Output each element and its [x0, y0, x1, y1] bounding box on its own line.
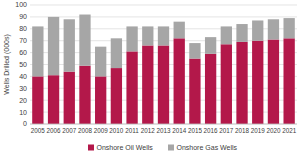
bar-segment — [95, 47, 106, 77]
x-tick-label: 2013 — [156, 127, 171, 134]
bar-segment — [111, 68, 122, 124]
y-axis-title: Wells Drilled (000s) — [3, 34, 11, 95]
x-tick-label: 2018 — [235, 127, 250, 134]
bar-segment — [221, 26, 232, 44]
bar-segment — [189, 43, 200, 58]
y-tick-label: 70 — [19, 37, 27, 44]
y-tick-label: 60 — [19, 49, 27, 56]
bar-segment — [32, 76, 43, 124]
bar-segment — [48, 17, 59, 75]
x-tick-label: 2005 — [31, 127, 46, 134]
bar-segment — [236, 24, 247, 42]
bars — [32, 15, 295, 124]
legend-swatch — [168, 145, 174, 151]
x-tick-label: 2015 — [188, 127, 203, 134]
y-tick-label: 40 — [19, 73, 27, 80]
bar-segment — [158, 26, 169, 45]
bar-segment — [126, 51, 137, 124]
bar-segment — [205, 37, 216, 54]
grid-line — [30, 124, 297, 125]
y-tick-label: 50 — [19, 61, 27, 68]
y-tick-label: 30 — [19, 85, 27, 92]
legend: Onshore Oil Wells Onshore Gas Wells — [88, 144, 238, 151]
bar-segment — [126, 26, 137, 51]
grid-line — [30, 5, 297, 6]
bar-segment — [95, 76, 106, 124]
bar-segment — [236, 42, 247, 124]
x-tick-label: 2008 — [78, 127, 93, 134]
bar-segment — [283, 38, 294, 124]
bar-segment — [221, 44, 232, 124]
x-tick-label: 2017 — [219, 127, 234, 134]
bar-segment — [64, 72, 75, 124]
y-tick-label: 90 — [19, 13, 27, 20]
x-tick-label: 2016 — [204, 127, 219, 134]
bar-segment — [174, 22, 185, 39]
chart: 0 10 20 30 40 50 60 70 80 90 100 Wells Drilled (000… — [0, 0, 300, 162]
bar-segment — [32, 26, 43, 76]
x-tick-label: 2012 — [141, 127, 156, 134]
y-tick-label: 10 — [19, 109, 27, 116]
legend-swatch — [88, 145, 94, 151]
legend-label: Onshore Oil Wells — [97, 144, 154, 151]
bar-segment — [158, 45, 169, 124]
x-tick-label: 2010 — [109, 127, 124, 134]
bar-segment — [64, 19, 75, 71]
bar-segment — [252, 41, 263, 124]
y-tick-label: 80 — [19, 25, 27, 32]
x-tick-label: 2020 — [266, 127, 281, 134]
grid-line — [30, 16, 297, 17]
bar-segment — [79, 15, 90, 66]
bar-segment — [111, 38, 122, 68]
x-axis-line — [30, 124, 297, 125]
x-tick-label: 2007 — [62, 127, 77, 134]
bar-segment — [142, 26, 153, 45]
bar-segment — [174, 38, 185, 124]
y-tick-label: 20 — [19, 97, 27, 104]
bar-segment — [142, 45, 153, 124]
legend-label: Onshore Gas Wells — [177, 144, 238, 151]
x-tick-label: 2009 — [94, 127, 109, 134]
bar-segment — [252, 20, 263, 40]
bar-segment — [189, 59, 200, 124]
bar-segment — [205, 54, 216, 124]
x-tick-label: 2014 — [172, 127, 187, 134]
x-tick-label: 2011 — [125, 127, 139, 134]
bar-segment — [283, 18, 294, 38]
x-tick-label: 2021 — [282, 127, 297, 134]
bar-segment — [268, 40, 279, 124]
bar-segment — [268, 19, 279, 39]
bar-segment — [79, 66, 90, 124]
x-tick-label: 2019 — [251, 127, 266, 134]
y-tick-label: 0 — [23, 120, 27, 127]
bar-segment — [48, 75, 59, 124]
x-tick-label: 2006 — [47, 127, 62, 134]
y-tick-label: 100 — [15, 1, 27, 8]
